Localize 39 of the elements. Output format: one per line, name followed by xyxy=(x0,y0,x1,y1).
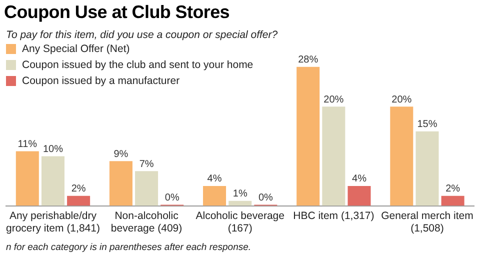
bar xyxy=(228,200,252,206)
data-label: 1% xyxy=(232,188,248,200)
text: n for each category is in parentheses after each response. xyxy=(5,241,252,253)
data-label: 20% xyxy=(324,94,344,106)
data-label: 28% xyxy=(298,54,318,66)
bar xyxy=(203,186,226,206)
legend-label: Any Special Offer (Net) xyxy=(22,43,130,55)
legend-label: Coupon issued by a manufacturer xyxy=(22,75,180,87)
data-label: 15% xyxy=(417,119,438,130)
data-label: 9% xyxy=(114,148,128,160)
bar xyxy=(348,186,371,206)
x-tick-label: Alcoholic beverage (167) xyxy=(196,210,285,235)
bar xyxy=(416,131,439,206)
chart-title: Coupon Use at Club Stores xyxy=(3,1,231,23)
bar xyxy=(441,196,464,206)
data-label: 4% xyxy=(352,174,367,185)
bar xyxy=(41,156,64,206)
x-tick-label: HBC item (1,317) xyxy=(293,210,374,222)
bar xyxy=(109,161,132,206)
bar xyxy=(16,151,39,206)
bar xyxy=(135,171,158,206)
bar xyxy=(322,106,346,206)
bar xyxy=(67,196,90,206)
legend-label: Coupon issued by the club and sent to your home xyxy=(22,59,254,71)
data-label: 0% xyxy=(164,192,180,204)
data-label: 4% xyxy=(207,174,222,185)
bar xyxy=(390,106,414,206)
data-label: 0% xyxy=(258,192,274,204)
x-tick-label: General merch item (1,508) xyxy=(381,210,474,235)
data-label: 11% xyxy=(18,138,38,150)
data-label: 2% xyxy=(446,184,460,195)
bar xyxy=(296,66,320,206)
data-label: 10% xyxy=(42,144,64,155)
x-tick-label: Any perishable/dry grocery item (1,841) xyxy=(6,210,100,235)
data-label: 20% xyxy=(392,94,412,106)
data-label: 2% xyxy=(71,184,86,195)
x-tick-label: Non-alcoholic beverage (409) xyxy=(110,210,182,235)
chart-subtitle: To pay for this item, did you use a coupon or special offer? xyxy=(5,28,279,41)
data-label: 7% xyxy=(139,158,154,170)
